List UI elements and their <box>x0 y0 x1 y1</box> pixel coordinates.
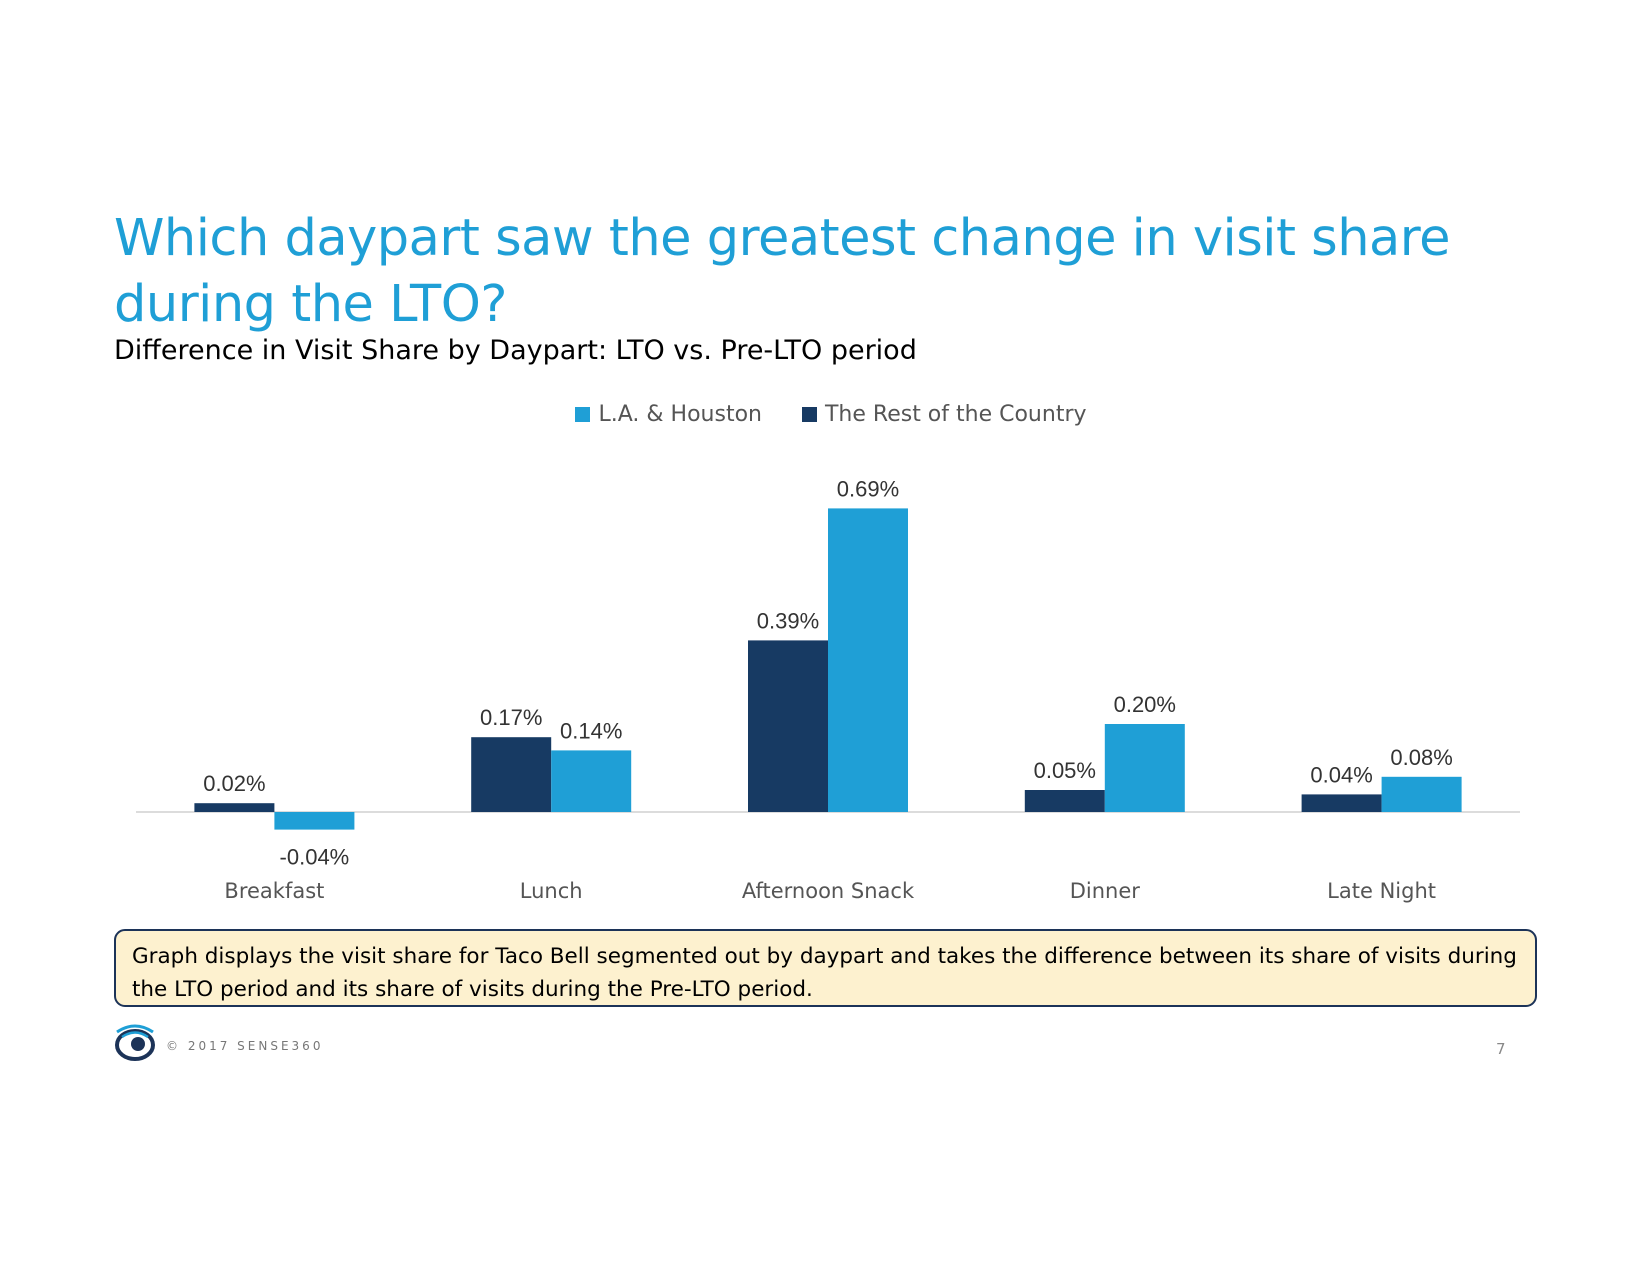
data-label-l-a-houston-0: -0.04% <box>280 845 350 870</box>
bar-l-a-houston-3 <box>1104 724 1185 812</box>
sense360-logo-icon <box>115 1024 155 1061</box>
legend-swatch-la-houston <box>575 407 591 422</box>
legend-label-la-houston: L.A. & Houston <box>598 402 762 427</box>
data-label-the-rest-of-the-country-1: 0.17% <box>480 705 542 730</box>
data-label-the-rest-of-the-country-2: 0.39% <box>757 608 819 633</box>
category-label-1: Lunch <box>520 879 583 903</box>
legend-label-rest-of-country: The Rest of the Country <box>824 402 1087 427</box>
category-label-0: Breakfast <box>224 879 324 903</box>
category-label-4: Late Night <box>1327 879 1436 903</box>
legend-item-rest-of-country: The Rest of the Country <box>801 402 1087 427</box>
bar-the-rest-of-the-country-4 <box>1301 794 1382 812</box>
page-title: Which daypart saw the greatest change in… <box>114 209 1451 334</box>
category-label-3: Dinner <box>1070 879 1141 903</box>
bar-the-rest-of-the-country-3 <box>1024 790 1105 812</box>
data-label-the-rest-of-the-country-0: 0.02% <box>203 771 265 796</box>
legend-item-la-houston: L.A. & Houston <box>575 402 762 427</box>
bar-chart: 0.02% -0.04% Breakfast 0.17% 0.14% Lunch 0.39%… <box>136 476 1520 903</box>
footer-copyright: © 2017 SENSE360 <box>166 1039 324 1053</box>
data-label-l-a-houston-2: 0.69% <box>837 476 899 501</box>
bar-l-a-houston-2 <box>828 508 908 812</box>
data-label-l-a-houston-1: 0.14% <box>560 718 622 743</box>
page-number: 7 <box>1496 1040 1506 1058</box>
legend-swatch-rest-of-country <box>801 407 817 422</box>
bar-l-a-houston-4 <box>1381 776 1462 812</box>
data-label-the-rest-of-the-country-4: 0.04% <box>1310 762 1372 787</box>
chart-legend: L.A. & Houston The Rest of the Country <box>0 402 1650 427</box>
bar-the-rest-of-the-country-1 <box>471 737 552 812</box>
bar-l-a-houston-0 <box>274 812 355 830</box>
bar-the-rest-of-the-country-0 <box>194 803 275 812</box>
data-label-l-a-houston-4: 0.08% <box>1390 745 1452 770</box>
chart-subtitle: Difference in Visit Share by Daypart: LT… <box>114 335 917 366</box>
chart-note: Graph displays the visit share for Taco … <box>114 929 1537 1007</box>
data-label-the-rest-of-the-country-3: 0.05% <box>1034 758 1096 783</box>
data-label-l-a-houston-3: 0.20% <box>1114 692 1176 717</box>
category-label-2: Afternoon Snack <box>742 879 915 903</box>
bar-the-rest-of-the-country-2 <box>748 640 828 812</box>
bar-l-a-houston-1 <box>551 750 632 812</box>
